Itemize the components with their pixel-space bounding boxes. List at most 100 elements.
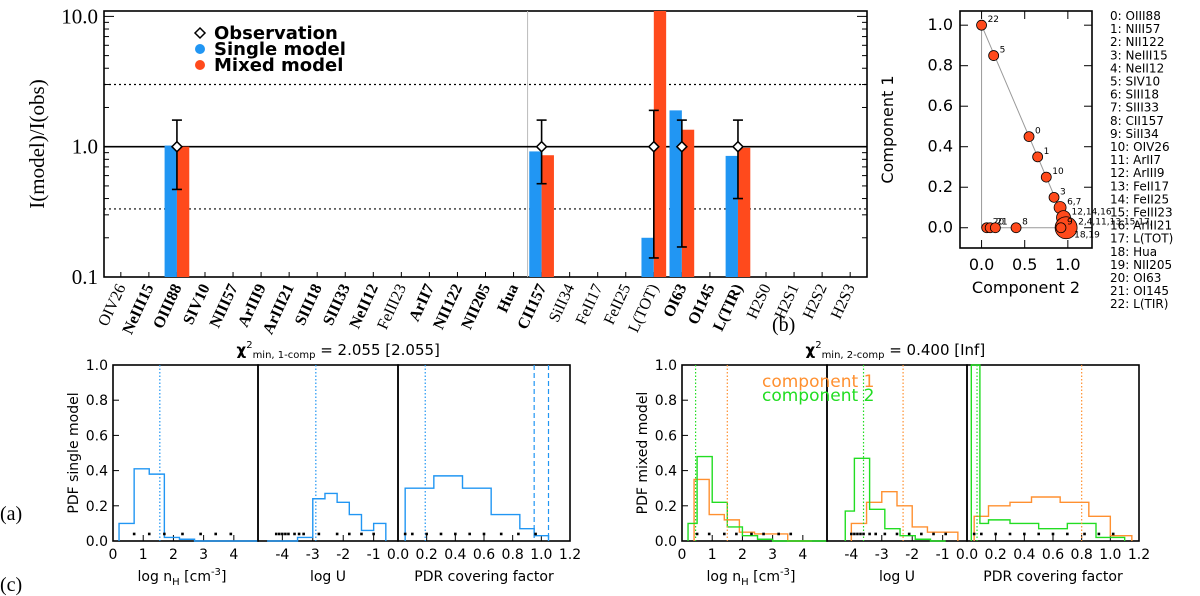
- histogram-panel-frame: [397, 364, 571, 542]
- histogram-ytick-label: 0.2: [655, 499, 677, 515]
- histogram-dot: [762, 532, 765, 536]
- histogram-dot: [907, 532, 911, 536]
- histogram-dot: [147, 532, 151, 536]
- histogram-dot: [850, 532, 853, 536]
- histogram-dot: [868, 532, 871, 536]
- panel-b-point-label: 0: [1035, 127, 1041, 137]
- histogram-xlabel: log U: [310, 569, 346, 585]
- panel-a-ytick-label: 10.0: [61, 4, 98, 28]
- histogram-dot: [348, 532, 351, 536]
- histogram-dot: [1111, 532, 1115, 536]
- histogram-ytick-label: 0.8: [655, 393, 677, 409]
- legend-entry: Mixed model: [214, 55, 343, 76]
- legend-entry: Observation: [214, 23, 338, 44]
- histogram-dot: [994, 532, 997, 536]
- histogram-dot: [287, 532, 290, 536]
- panel-b-index-entry: 2: NII122: [1110, 35, 1164, 49]
- histogram-dot: [517, 532, 520, 536]
- histogram-step-component-1: [973, 496, 1133, 541]
- panel-b-index-entry: 8: CII157: [1110, 114, 1164, 128]
- histogram-xtick-label: -3: [875, 547, 889, 563]
- histogram-dot: [695, 532, 699, 536]
- histogram-step-component-2: [970, 364, 1126, 541]
- histogram-xtick-label: -1: [936, 547, 950, 563]
- histogram-ytick-label: 0.2: [86, 499, 108, 515]
- histogram-step-component-1: [850, 491, 959, 541]
- observation-marker: [731, 140, 745, 153]
- histogram-dot: [1083, 532, 1086, 536]
- histogram-dot: [972, 532, 976, 536]
- histogram-dot: [293, 532, 296, 536]
- histogram-dot: [750, 532, 753, 536]
- histogram-legend-component-1: component 1: [762, 372, 874, 392]
- mixed-model-bar: [541, 155, 554, 277]
- histogram-dot: [856, 532, 859, 536]
- panel-b-index-entry: 11: ArII7: [1110, 153, 1161, 167]
- histogram-ylabel: PDF single model: [66, 392, 82, 513]
- histogram-xtick-label: -1: [367, 547, 381, 563]
- histogram-dot: [454, 532, 457, 536]
- panel-b-index-entry: 0: OIII88: [1110, 9, 1161, 23]
- legend-observation-marker: [193, 26, 207, 40]
- histogram-xlabel: log nH [cm-3]: [138, 567, 227, 588]
- histogram-dot: [735, 532, 738, 536]
- histogram-dot: [722, 532, 726, 536]
- panel-b-point-label: 5: [1000, 46, 1006, 56]
- histogram-ytick-label: 0.0: [86, 534, 108, 550]
- histogram-xtick-label: -3: [306, 547, 320, 563]
- panel-b-index-entry: 12: ArIII9: [1110, 166, 1165, 180]
- histogram-dot: [482, 532, 486, 536]
- panel-b-point-label: 10: [1052, 167, 1064, 177]
- histogram-xlabel: PDR covering factor: [983, 569, 1123, 585]
- panel-b-xtick-label: 1.0: [1055, 255, 1080, 274]
- histogram-dot: [411, 532, 414, 536]
- histogram-dot: [1008, 532, 1012, 536]
- histogram-dot: [895, 532, 899, 536]
- panel-b-index-entry: 3: NeIII15: [1110, 48, 1168, 62]
- histogram-dot: [499, 532, 503, 536]
- mixed-model-bar: [176, 146, 190, 277]
- histogram-xtick-label: 3: [768, 547, 777, 563]
- histogram-step-single: [404, 475, 550, 541]
- histogram-dot: [1097, 532, 1101, 536]
- histogram-step-component-1: [693, 478, 812, 542]
- histogram-step-single: [118, 468, 258, 542]
- panel-a-category-label: Hua: [494, 282, 522, 316]
- histogram-dot: [425, 532, 428, 536]
- histogram-dot: [932, 532, 935, 536]
- histogram-xtick-label: 0.8: [1071, 547, 1093, 563]
- panel-b-index-entry: 9: SiII34: [1110, 127, 1159, 141]
- single-model-bar: [641, 237, 654, 277]
- panel-a-ylabel: I(model)/I(obs): [25, 79, 49, 208]
- histogram-dot: [1066, 532, 1069, 536]
- histogram-dot: [317, 532, 321, 536]
- panel-b-ytick-label: 0.2: [928, 177, 953, 196]
- panel-b-point: [1040, 171, 1052, 183]
- histogram-ytick-label: 0.6: [86, 428, 108, 444]
- histogram-xtick-label: 2: [738, 547, 747, 563]
- observation-marker: [675, 140, 688, 153]
- histogram-dot: [372, 532, 375, 536]
- panel-b-point-label: 18,19: [1074, 231, 1100, 241]
- histogram-xlabel: log nH [cm-3]: [707, 567, 796, 588]
- histogram-ytick-label: 0.4: [86, 464, 108, 480]
- histogram-dot: [853, 532, 856, 536]
- histogram-dot: [862, 532, 865, 536]
- single-model-bar: [529, 151, 542, 277]
- histogram-title: χ2min, 1-comp = 2.055 [2.055]: [237, 340, 440, 361]
- histogram-step-component-2: [844, 457, 946, 542]
- panel-b-ylabel: Component 1: [878, 75, 897, 183]
- histogram-dot: [1051, 532, 1055, 536]
- histogram-dot: [920, 532, 923, 536]
- panel-b-index-entry: 22: L(TIR): [1110, 297, 1168, 311]
- histogram-xtick-label: 1.0: [1099, 547, 1121, 563]
- histogram-dot: [789, 532, 793, 536]
- histogram-dot: [468, 532, 471, 536]
- panel-b-point-label: 6,7: [1067, 197, 1081, 207]
- panel-b-ytick-label: 0.8: [928, 56, 953, 75]
- mixed-model-bar: [653, 11, 667, 277]
- histogram-dot: [335, 532, 339, 536]
- panel-a-ytick-label: 1.0: [72, 135, 98, 159]
- histogram-ytick-label: 0.6: [655, 428, 677, 444]
